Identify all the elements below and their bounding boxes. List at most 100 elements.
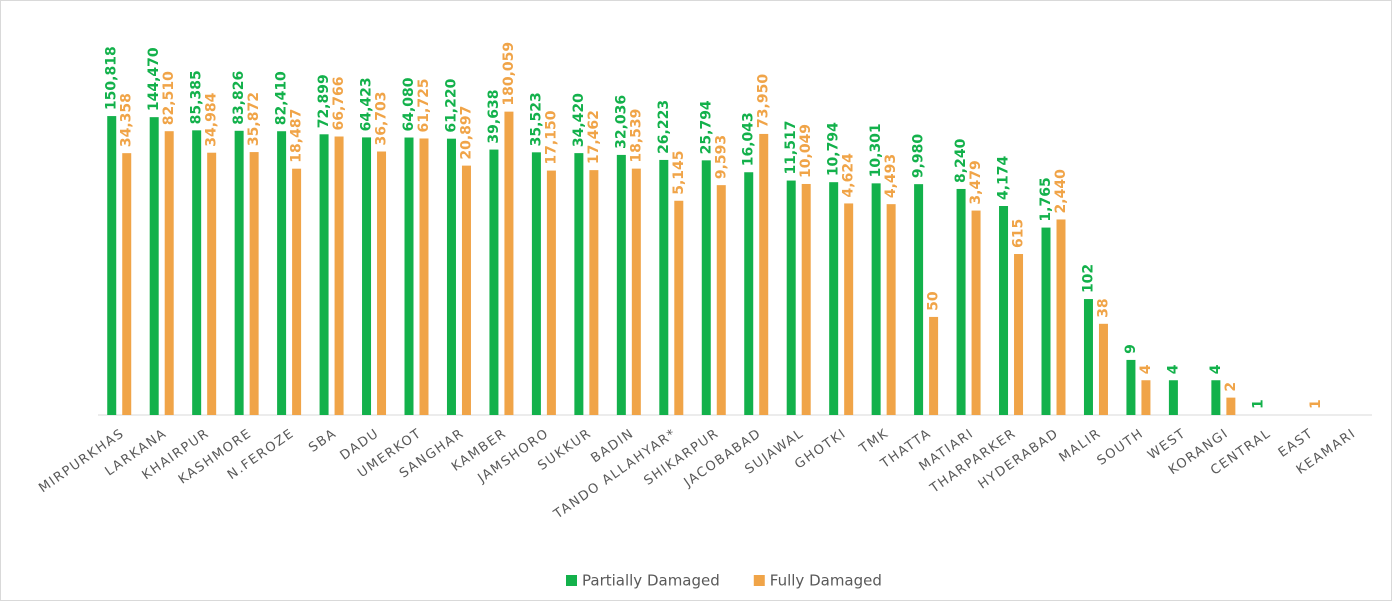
bar — [546, 170, 556, 415]
data-label: 1 — [1250, 399, 1266, 409]
data-label: 64,080 — [401, 77, 417, 131]
bar — [701, 160, 711, 415]
data-label: 4 — [1138, 364, 1154, 374]
bar — [1126, 359, 1136, 415]
bar — [319, 134, 329, 415]
bar — [446, 138, 456, 415]
bar — [107, 116, 117, 416]
bar — [1041, 227, 1051, 415]
bar — [716, 185, 726, 415]
data-label: 18,539 — [628, 109, 644, 163]
data-label: 2 — [1223, 382, 1239, 392]
bar — [971, 210, 981, 415]
bar — [1014, 254, 1024, 415]
bar — [122, 153, 132, 415]
bar — [1168, 380, 1178, 415]
data-label: 144,470 — [146, 47, 162, 111]
data-label: 11,517 — [783, 121, 799, 175]
data-label: 61,220 — [443, 78, 459, 132]
bar — [149, 117, 159, 415]
data-label: 26,223 — [656, 100, 672, 154]
bar — [786, 180, 796, 415]
bar — [631, 168, 641, 415]
data-label: 180,059 — [501, 42, 517, 106]
bar — [999, 206, 1009, 415]
data-label: 8,240 — [953, 138, 969, 183]
bar — [164, 131, 174, 415]
bar — [574, 153, 584, 416]
legend-label: Fully Damaged — [770, 572, 882, 590]
bar — [759, 133, 769, 416]
data-label: 66,766 — [331, 76, 347, 130]
data-label: 82,410 — [274, 71, 290, 125]
bar — [674, 200, 684, 415]
bar — [659, 159, 669, 415]
bar — [277, 131, 287, 415]
bar — [531, 152, 541, 415]
bar — [929, 316, 939, 415]
bar — [419, 138, 429, 415]
data-label: 4,493 — [883, 154, 899, 198]
data-label: 25,794 — [698, 100, 714, 154]
data-label: 20,897 — [458, 106, 474, 160]
bar — [1141, 380, 1151, 415]
data-label: 615 — [1011, 219, 1027, 248]
data-label: 35,523 — [528, 92, 544, 146]
data-label: 34,358 — [119, 93, 135, 147]
data-label: 39,638 — [486, 90, 502, 144]
legend-swatch — [753, 575, 765, 586]
data-label: 85,385 — [189, 70, 205, 124]
data-label: 4,624 — [841, 153, 857, 198]
bar — [744, 172, 754, 415]
bar — [192, 130, 202, 415]
data-label: 83,826 — [231, 71, 247, 125]
data-label: 16,043 — [741, 112, 757, 166]
bar — [1056, 219, 1066, 415]
data-label: 61,725 — [416, 78, 432, 132]
data-label: 17,150 — [543, 110, 559, 164]
data-label: 73,950 — [756, 74, 772, 128]
data-label: 5,145 — [671, 150, 687, 194]
data-label: 36,703 — [374, 91, 390, 145]
data-label: 4 — [1165, 364, 1181, 374]
bar — [886, 204, 896, 415]
data-label: 9,593 — [713, 135, 729, 179]
data-label: 32,036 — [613, 95, 629, 149]
data-label: 10,049 — [798, 124, 814, 178]
data-label: 35,872 — [246, 92, 262, 146]
bar — [844, 203, 854, 415]
data-label: 9,980 — [911, 134, 927, 179]
bar — [829, 182, 839, 415]
data-label: 1 — [1308, 399, 1324, 409]
bar — [589, 170, 599, 415]
bar — [914, 184, 924, 415]
bar — [956, 188, 966, 415]
data-label: 18,487 — [289, 109, 305, 163]
data-label: 72,899 — [316, 74, 332, 128]
data-label: 34,420 — [571, 93, 587, 147]
bar — [801, 183, 811, 415]
data-label: 9 — [1123, 344, 1139, 354]
bar — [334, 136, 344, 415]
bar — [871, 183, 881, 415]
data-label: 64,423 — [359, 77, 375, 131]
legend-swatch — [566, 575, 577, 586]
data-label: 1,765 — [1038, 177, 1054, 221]
bar — [207, 152, 217, 415]
bar — [616, 154, 626, 415]
data-label: 17,462 — [586, 110, 602, 164]
bar — [249, 152, 259, 415]
bar — [377, 151, 387, 416]
bar — [1098, 323, 1108, 415]
bar — [504, 111, 514, 415]
data-label: 2,440 — [1053, 169, 1069, 214]
data-label: 150,818 — [104, 46, 120, 110]
bar — [292, 168, 302, 415]
data-label: 4,174 — [996, 155, 1012, 200]
data-label: 34,984 — [204, 92, 220, 146]
data-label: 3,479 — [968, 160, 984, 204]
data-label: 82,510 — [161, 71, 177, 125]
bar — [404, 137, 414, 415]
